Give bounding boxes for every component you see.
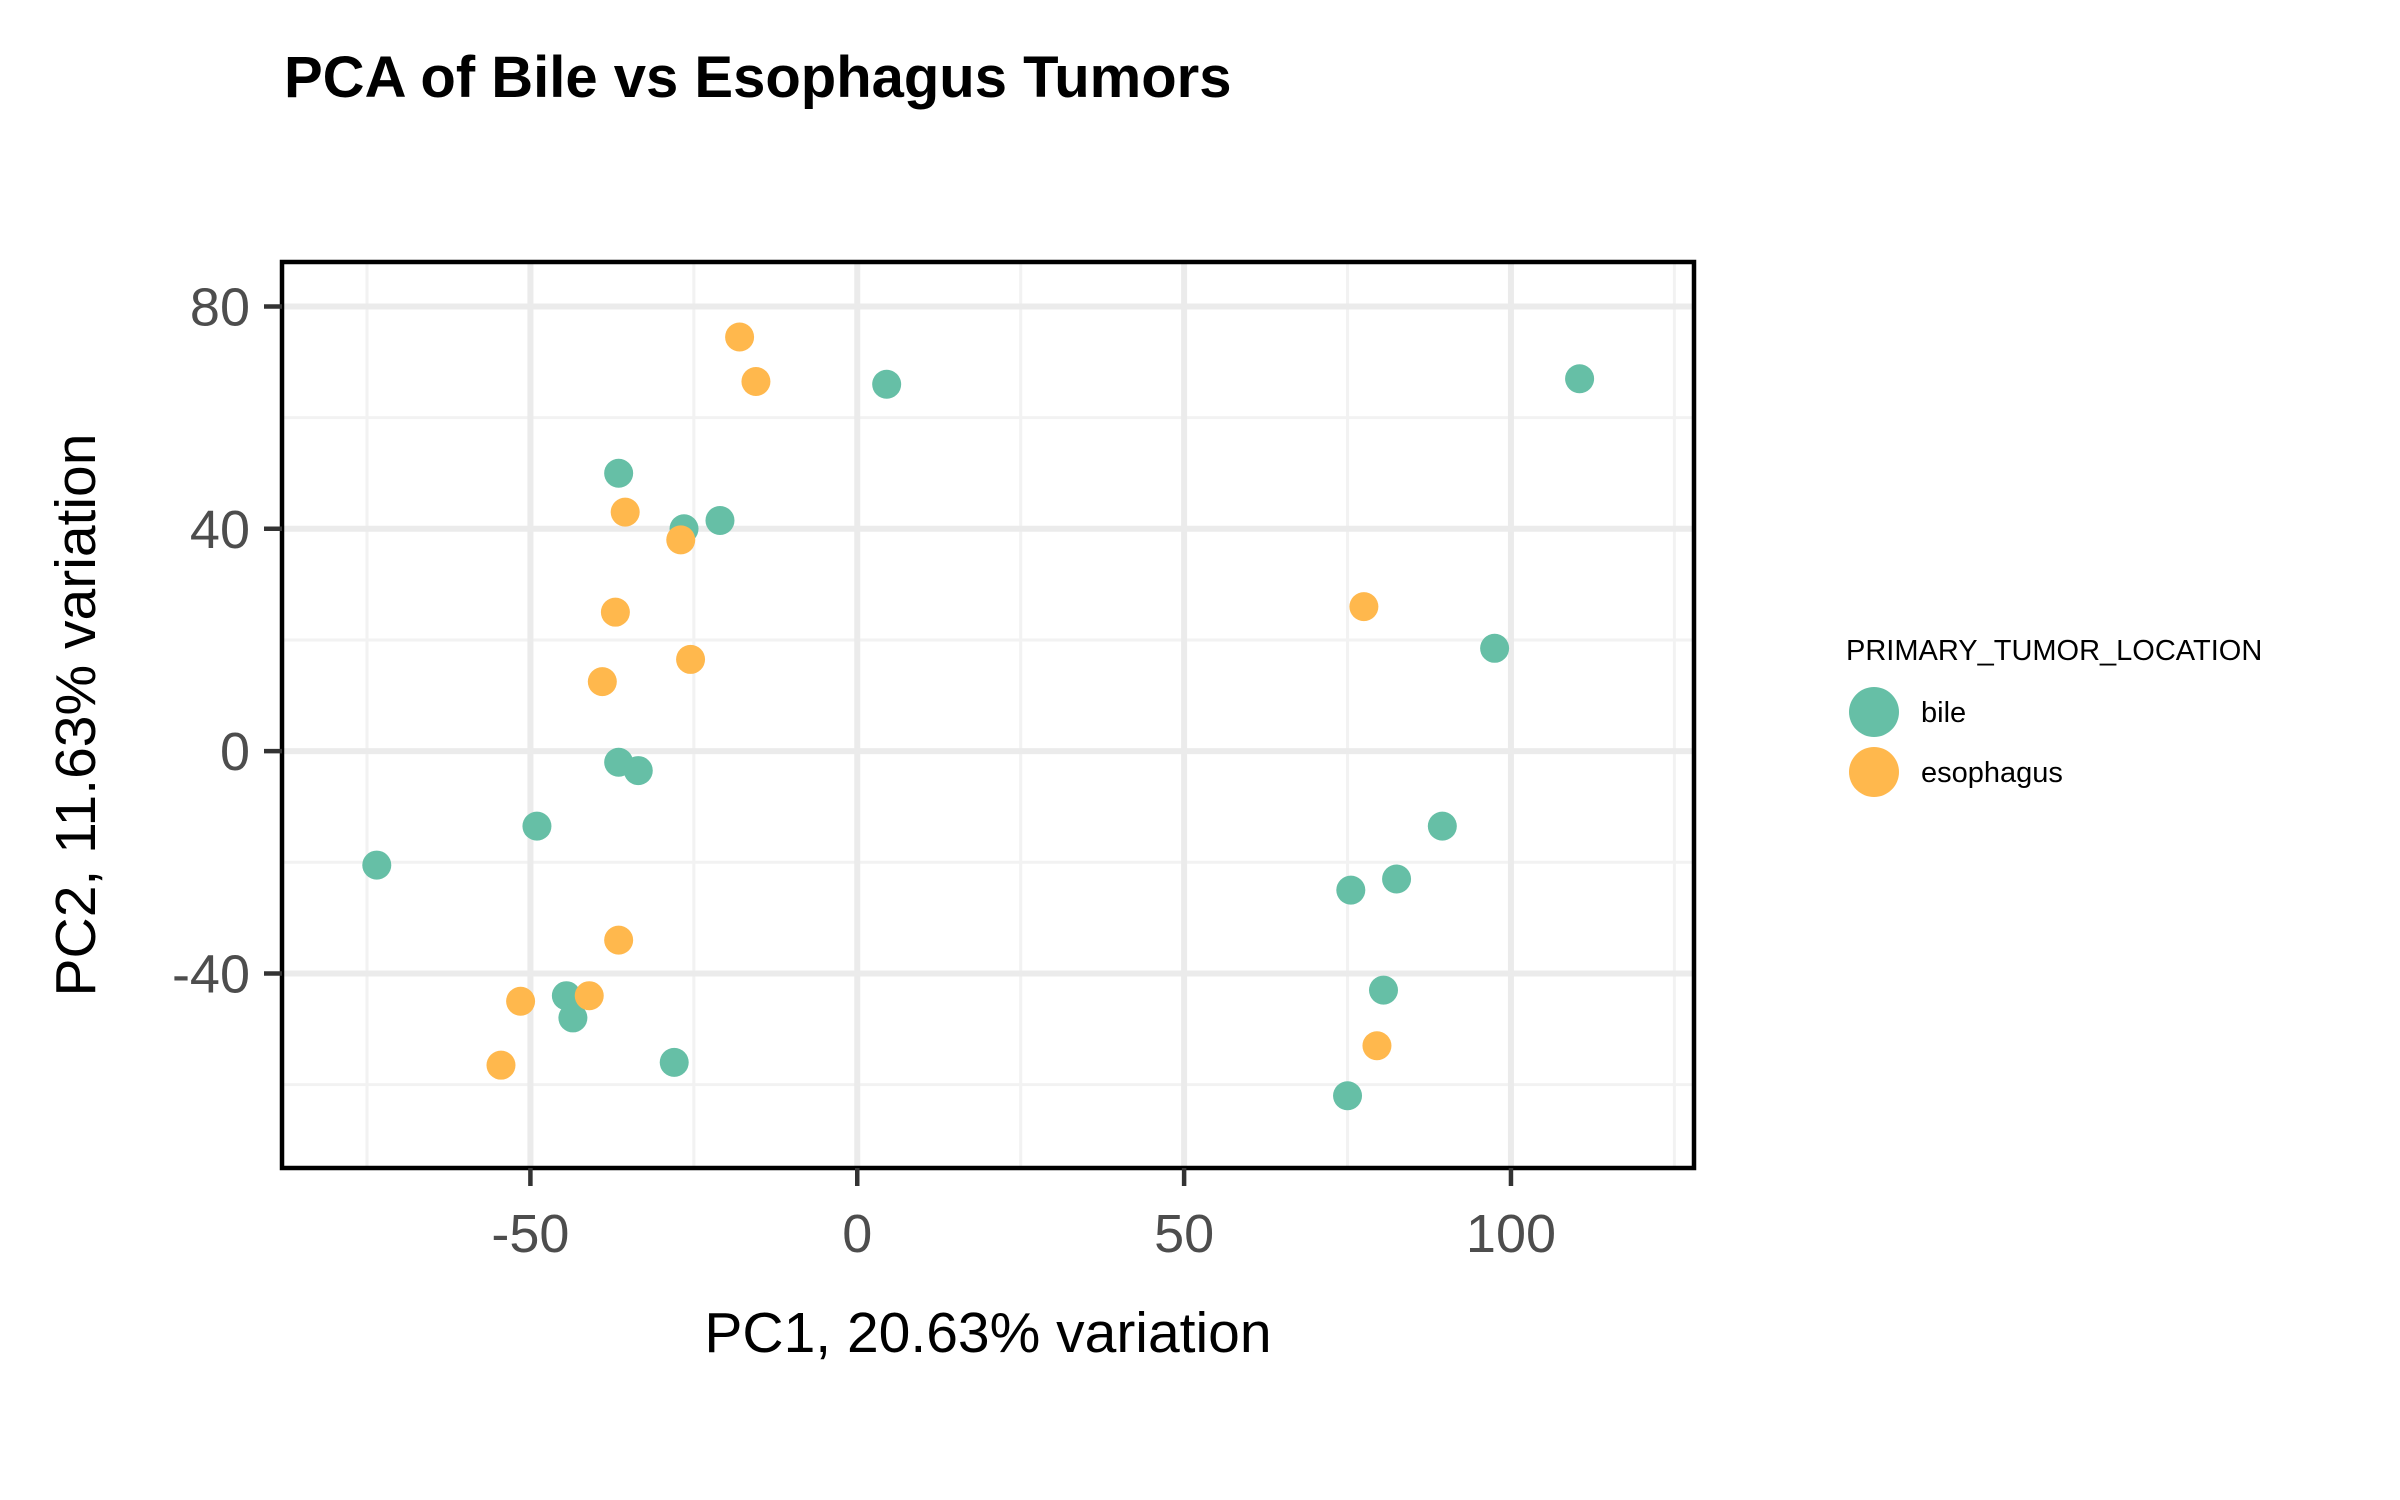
esophagus-point [1349,592,1379,622]
gridlines [282,262,1694,1168]
esophagus-point [604,925,634,955]
legend-label-bile: bile [1921,697,1966,729]
legend: PRIMARY_TUMOR_LOCATION bile esophagus [1846,635,2262,797]
panel-border [279,259,1697,1171]
data-points [362,322,1595,1111]
x-axis: -50 0 50 100 [491,1168,1556,1264]
panel-background [282,262,1694,1168]
x-axis-title: PC1, 20.63% variation [704,1301,1271,1365]
bile-point [705,505,735,535]
series-bile [362,364,1595,1111]
legend-key-esophagus [1849,747,1899,797]
x-tick-label: -50 [491,1204,569,1264]
y-axis: -40 0 40 80 [172,277,282,1004]
y-tick-label: 0 [220,722,250,782]
esophagus-point [610,497,640,527]
esophagus-point [741,367,771,397]
esophagus-point [506,986,536,1016]
esophagus-point [486,1050,516,1080]
legend-key-bile [1849,687,1899,737]
series-esophagus [486,322,1392,1080]
bile-point [872,369,902,399]
bile-point [604,458,634,488]
bile-point [1382,864,1412,894]
esophagus-point [600,597,630,627]
legend-label-esophagus: esophagus [1921,757,2063,789]
bile-point [551,981,581,1011]
bile-point [1333,1081,1363,1111]
chart-title: PCA of Bile vs Esophagus Tumors [284,45,1231,110]
bile-point [623,756,653,786]
x-tick-label: 100 [1466,1204,1556,1264]
y-tick-label: 80 [190,277,250,337]
bile-point [522,811,552,841]
bile-point [1368,975,1398,1005]
bile-point [1336,875,1366,905]
esophagus-point [666,525,696,555]
bile-point [659,1047,689,1077]
y-tick-label: -40 [172,944,250,1004]
bile-point [1565,364,1595,394]
bile-point [1427,811,1457,841]
y-tick-label: 40 [190,500,250,560]
esophagus-point [587,667,617,697]
esophagus-point [574,981,604,1011]
bile-point [558,1003,588,1033]
y-axis-title: PC2, 11.63% variation [44,434,108,997]
bile-point [1480,633,1510,663]
esophagus-point [676,644,706,674]
x-tick-label: 50 [1154,1204,1214,1264]
bile-point [362,850,392,880]
esophagus-point [1362,1031,1392,1061]
esophagus-point [725,322,755,352]
x-tick-label: 0 [842,1204,872,1264]
plot-panel [279,259,1697,1171]
legend-items: bile esophagus [1849,687,2063,797]
legend-title: PRIMARY_TUMOR_LOCATION [1846,635,2262,667]
